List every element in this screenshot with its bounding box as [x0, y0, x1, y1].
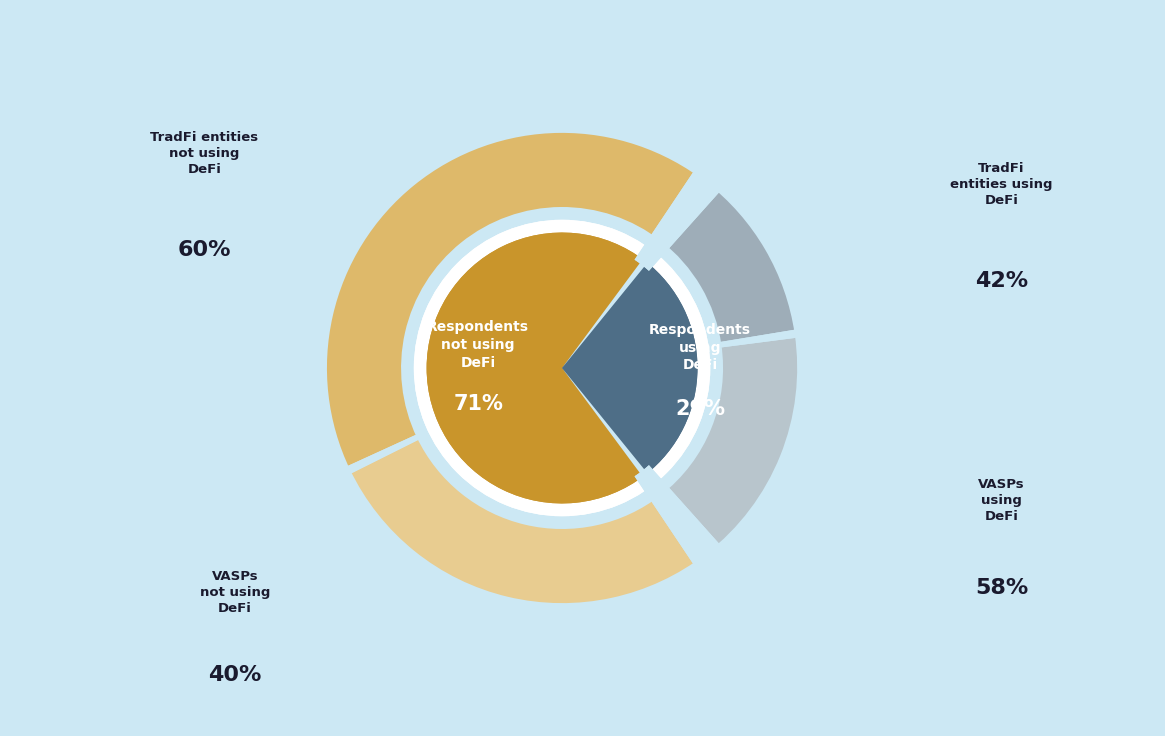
Wedge shape	[635, 147, 740, 271]
Text: 29%: 29%	[676, 399, 725, 419]
Wedge shape	[414, 220, 711, 516]
Text: Respondents
not using
DeFi: Respondents not using DeFi	[428, 320, 529, 370]
Text: VASPs
not using
DeFi: VASPs not using DeFi	[199, 570, 270, 615]
Wedge shape	[562, 261, 698, 475]
Wedge shape	[562, 261, 698, 475]
Wedge shape	[562, 368, 723, 573]
Wedge shape	[562, 163, 723, 368]
Wedge shape	[344, 433, 423, 475]
Text: 42%: 42%	[975, 271, 1029, 291]
Text: Respondents
using
DeFi: Respondents using DeFi	[649, 322, 751, 372]
Text: 60%: 60%	[177, 241, 231, 261]
Wedge shape	[661, 334, 797, 553]
Wedge shape	[414, 220, 711, 516]
Wedge shape	[635, 465, 740, 589]
Text: 58%: 58%	[975, 578, 1029, 598]
Wedge shape	[344, 433, 423, 475]
Text: 71%: 71%	[453, 394, 503, 414]
Wedge shape	[426, 233, 645, 503]
Wedge shape	[327, 133, 706, 470]
Text: 40%: 40%	[209, 665, 262, 684]
Wedge shape	[350, 437, 706, 603]
Wedge shape	[715, 329, 800, 348]
Wedge shape	[635, 465, 740, 589]
Wedge shape	[635, 147, 740, 271]
Text: TradFi
entities using
DeFi: TradFi entities using DeFi	[951, 161, 1053, 207]
Wedge shape	[661, 183, 795, 344]
Wedge shape	[426, 233, 645, 503]
Text: TradFi entities
not using
DeFi: TradFi entities not using DeFi	[150, 131, 259, 176]
Wedge shape	[715, 329, 800, 348]
Text: VASPs
using
DeFi: VASPs using DeFi	[979, 478, 1025, 523]
